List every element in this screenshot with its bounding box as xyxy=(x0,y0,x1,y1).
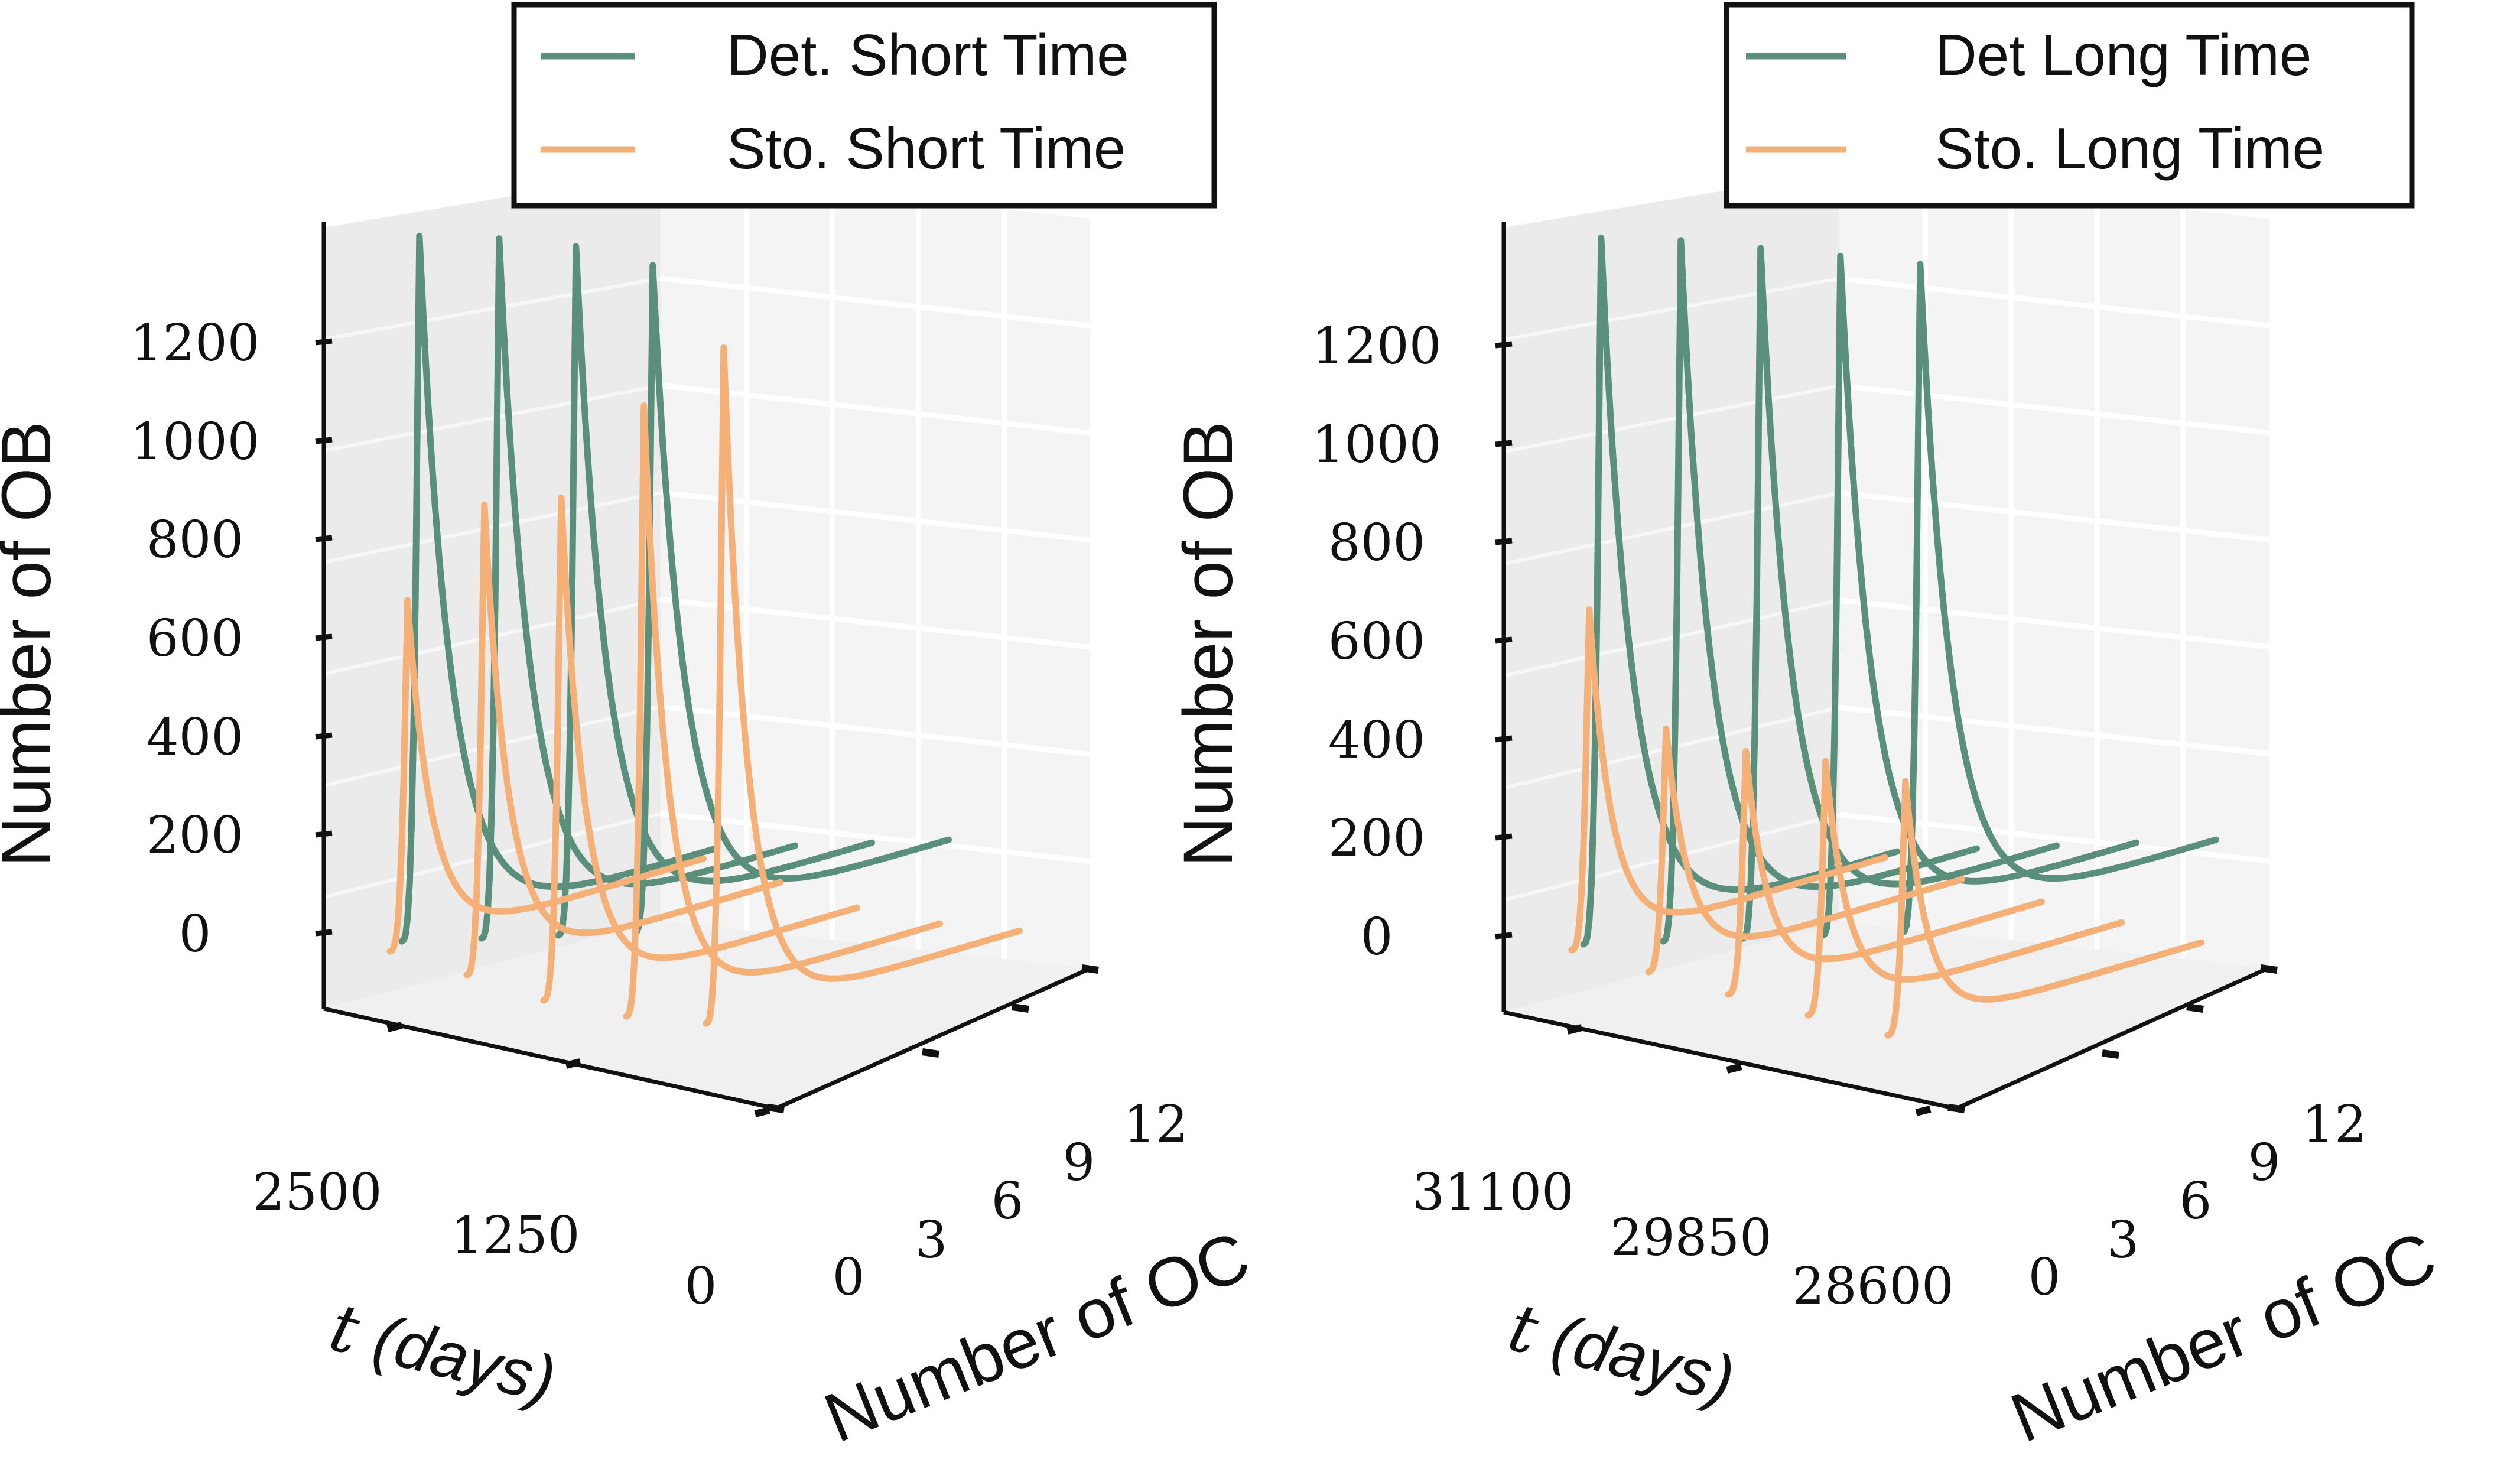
z-tick-label: 600 xyxy=(147,609,243,668)
z-tick-label: 1000 xyxy=(131,412,260,472)
sto-trace-1 xyxy=(463,501,783,979)
y-tick-mark xyxy=(2186,1003,2204,1013)
y-tick-label: 9 xyxy=(1063,1133,1095,1192)
legend-frame xyxy=(1724,2,2415,209)
x-axis-label-unit: (days) xyxy=(349,1296,562,1417)
x-tick-mark xyxy=(565,1058,581,1069)
y-tick-label: 12 xyxy=(1123,1095,1188,1154)
y-axis-line xyxy=(1955,966,2270,1111)
legend: Det Long Time Sto. Long Time xyxy=(1724,2,2415,209)
y-tick-label: 3 xyxy=(2107,1211,2139,1270)
z-tick-mark xyxy=(1495,440,1513,447)
sto-trace-3 xyxy=(623,402,943,1020)
z-tick-label: 200 xyxy=(1328,809,1425,868)
sto-trace-1 xyxy=(1645,725,1965,976)
z-tick-label: 1000 xyxy=(1312,415,1442,474)
z-tick-label: 600 xyxy=(1328,612,1425,671)
x-tick-label: 29850 xyxy=(1610,1208,1772,1267)
x-tick-mark xyxy=(754,1107,770,1117)
z-tick-mark xyxy=(315,732,333,740)
y-tick-label: 3 xyxy=(915,1211,948,1270)
z-tick-mark xyxy=(315,633,333,641)
y-tick-label: 0 xyxy=(833,1248,865,1307)
y-tick-mark xyxy=(2102,1049,2119,1059)
z-axis-label: Number of OB xyxy=(1169,421,1247,867)
z-tick-mark xyxy=(1495,735,1513,743)
z-tick-label: 400 xyxy=(1328,711,1425,770)
y-axis-label: Number of OC xyxy=(2001,1217,2447,1457)
sto-trace-2 xyxy=(1725,747,2045,998)
y-axis-line xyxy=(775,966,1091,1111)
x-tick-label: 2500 xyxy=(253,1163,382,1222)
z-tick-label: 400 xyxy=(147,708,243,767)
z-tick-label: 1200 xyxy=(131,314,260,373)
y-tick-mark xyxy=(767,1104,785,1113)
legend: Det. Short Time Sto. Short Time xyxy=(511,2,1217,209)
sto-trace-0 xyxy=(386,597,707,955)
y-axis-label: Number of OC xyxy=(814,1217,1260,1457)
y-tick-mark xyxy=(1012,1003,1029,1013)
sto-trace-4 xyxy=(1884,778,2204,1039)
back-wall-right xyxy=(661,171,1090,968)
legend-label: Det. Short Time xyxy=(727,22,1129,87)
z-tick-mark xyxy=(315,437,333,444)
y-tick-mark xyxy=(2260,964,2278,974)
sto-trace-2 xyxy=(540,494,860,1004)
z-tick-label: 200 xyxy=(147,806,243,865)
x-axis-label: t (days) xyxy=(1501,1289,1742,1419)
det-trace-3 xyxy=(632,262,952,936)
x-tick-label: 28600 xyxy=(1792,1257,1954,1316)
x-tick-mark xyxy=(1726,1063,1742,1074)
sto-trace-0 xyxy=(1568,606,1888,954)
x-tick-mark xyxy=(386,1022,403,1032)
sto-trace-4 xyxy=(703,344,1023,1027)
legend-label: Sto. Long Time xyxy=(1935,116,2324,181)
y-tick-label: 12 xyxy=(2302,1095,2366,1154)
x-tick-label: 31100 xyxy=(1412,1163,1574,1222)
z-tick-label: 800 xyxy=(147,511,243,570)
x-tick-label: 0 xyxy=(685,1257,717,1316)
y-tick-label: 6 xyxy=(991,1172,1024,1231)
y-tick-mark xyxy=(1947,1104,1965,1113)
y-tick-mark xyxy=(922,1048,939,1058)
z-tick-mark xyxy=(1495,932,1513,940)
z-tick-mark xyxy=(1495,636,1513,644)
z-tick-mark xyxy=(1495,341,1513,349)
z-tick-label: 1200 xyxy=(1312,317,1442,376)
x-tick-label: 1250 xyxy=(451,1206,580,1265)
z-tick-label: 800 xyxy=(1328,513,1425,573)
y-tick-label: 6 xyxy=(2180,1172,2212,1231)
x-tick-mark xyxy=(1566,1024,1583,1035)
z-tick-mark xyxy=(315,830,333,838)
x-axis-label: t (days) xyxy=(323,1289,563,1419)
z-tick-mark xyxy=(315,338,333,346)
z-tick-mark xyxy=(315,929,333,937)
back-wall-right xyxy=(1839,171,2269,968)
det-trace-4 xyxy=(1899,261,2219,936)
z-tick-label: 0 xyxy=(179,905,212,964)
y-tick-label: 9 xyxy=(2248,1133,2281,1192)
x-axis-label-unit: (days) xyxy=(1527,1296,1741,1417)
z-tick-mark xyxy=(1495,538,1513,545)
legend-label: Det Long Time xyxy=(1935,22,2311,87)
z-axis-label: Number of OB xyxy=(0,421,66,867)
det-trace-3 xyxy=(1819,252,2139,939)
legend-label: Sto. Short Time xyxy=(727,116,1126,181)
x-tick-mark xyxy=(1915,1106,1932,1116)
sto-trace-3 xyxy=(1804,758,2125,1019)
z-tick-label: 0 xyxy=(1361,908,1393,967)
z-tick-mark xyxy=(315,535,333,542)
y-tick-label: 0 xyxy=(2028,1248,2061,1307)
y-tick-mark xyxy=(1081,964,1099,974)
floor-pane xyxy=(1504,922,2269,1109)
z-tick-mark xyxy=(1495,833,1513,841)
legend-frame xyxy=(511,2,1217,209)
